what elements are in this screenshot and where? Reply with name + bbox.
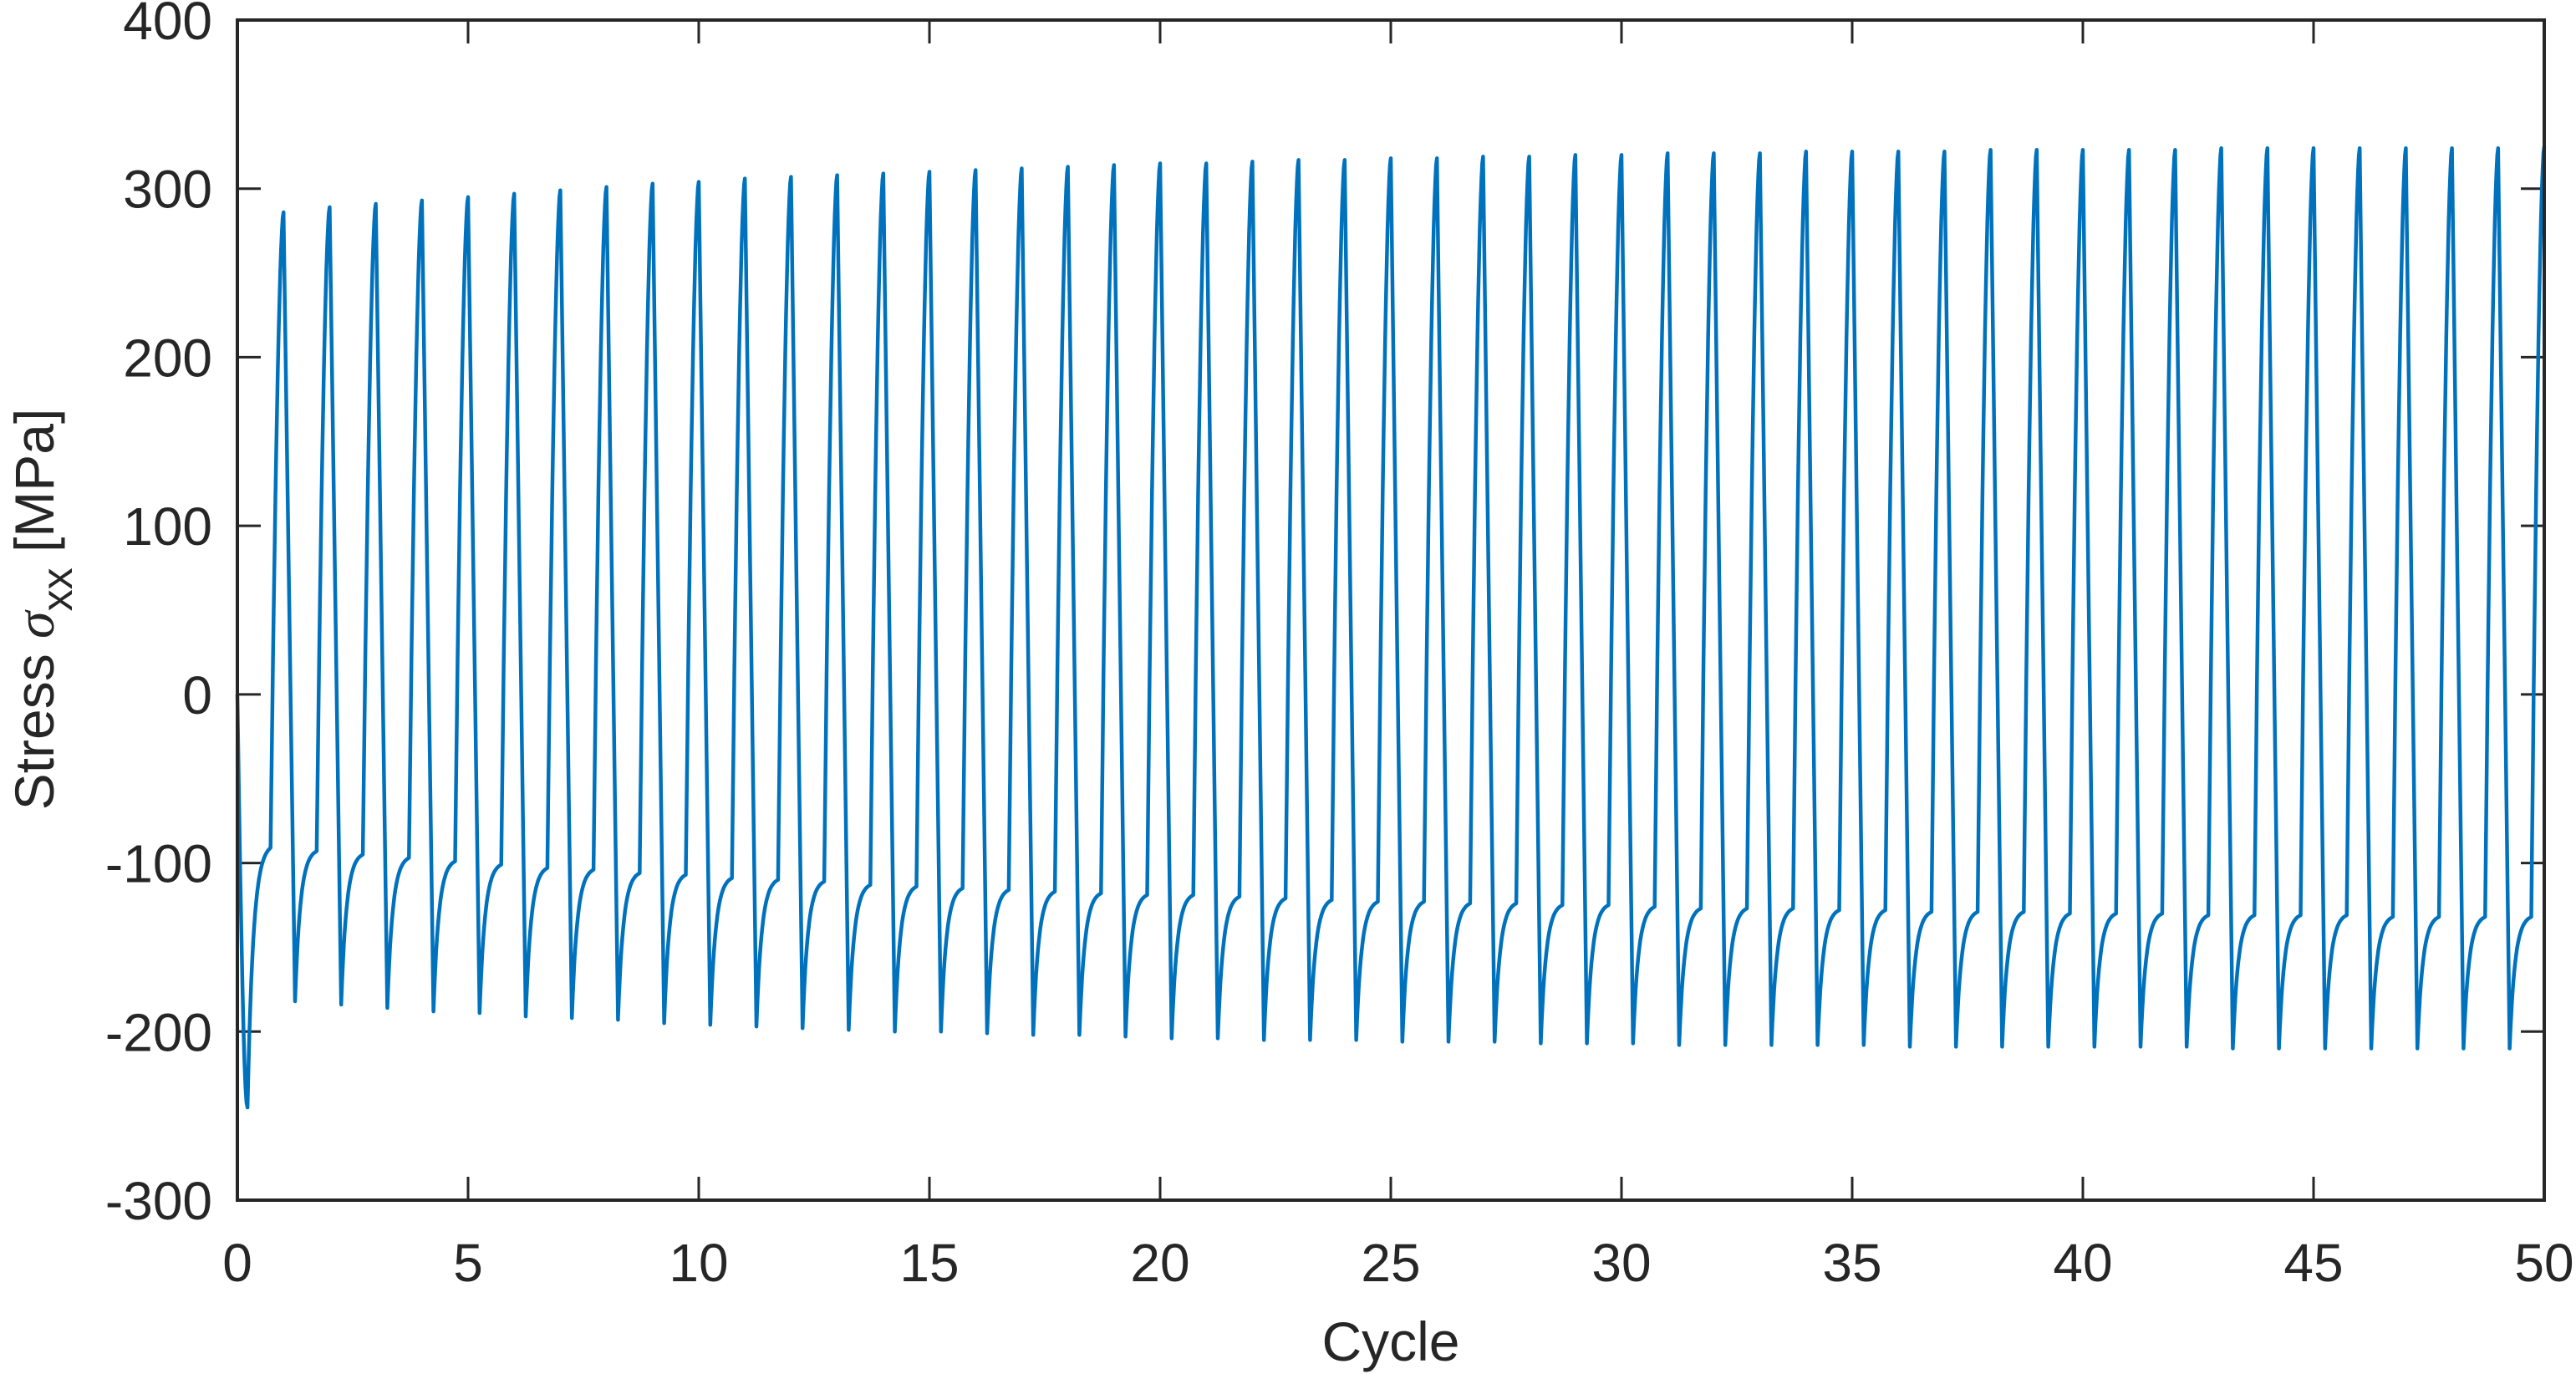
y-label-subscript: xx	[33, 567, 82, 611]
y-tick-label: 100	[123, 496, 212, 557]
x-tick-label: 40	[2053, 1233, 2112, 1293]
x-tick-label: 15	[899, 1233, 959, 1293]
tick-labels: 0 5 10 15 20 25 30 35 40 45 50 -300 -200 -100 0 100 200 3…	[105, 0, 2574, 1293]
y-tick-label: 0	[182, 665, 212, 725]
y-tick-label: 300	[123, 160, 212, 220]
x-tick-label: 20	[1130, 1233, 1189, 1293]
x-tick-label: 25	[1361, 1233, 1420, 1293]
x-tick-label: 0	[222, 1233, 252, 1293]
x-tick-label: 10	[669, 1233, 728, 1293]
y-tick-label: -100	[105, 834, 212, 894]
y-label-prefix: Stress	[3, 639, 65, 810]
x-tick-label: 5	[453, 1233, 483, 1293]
axes-box	[236, 18, 2546, 1202]
y-axis-label: Stress σxx [MPa]	[3, 409, 82, 811]
x-tick-label: 50	[2514, 1233, 2573, 1293]
y-label-unit: [MPa]	[3, 409, 65, 568]
y-tick-label: 200	[123, 328, 212, 388]
x-tick-label: 35	[1822, 1233, 1881, 1293]
y-tick-label: 400	[123, 0, 212, 51]
y-tick-label: -300	[105, 1171, 212, 1231]
x-tick-label: 45	[2283, 1233, 2343, 1293]
y-label-sigma: σ	[5, 609, 66, 639]
x-axis-label: Cycle	[1321, 1310, 1459, 1372]
y-tick-label: -200	[105, 1002, 212, 1062]
x-tick-label: 30	[1591, 1233, 1651, 1293]
stress-series-line	[235, 146, 2547, 1110]
